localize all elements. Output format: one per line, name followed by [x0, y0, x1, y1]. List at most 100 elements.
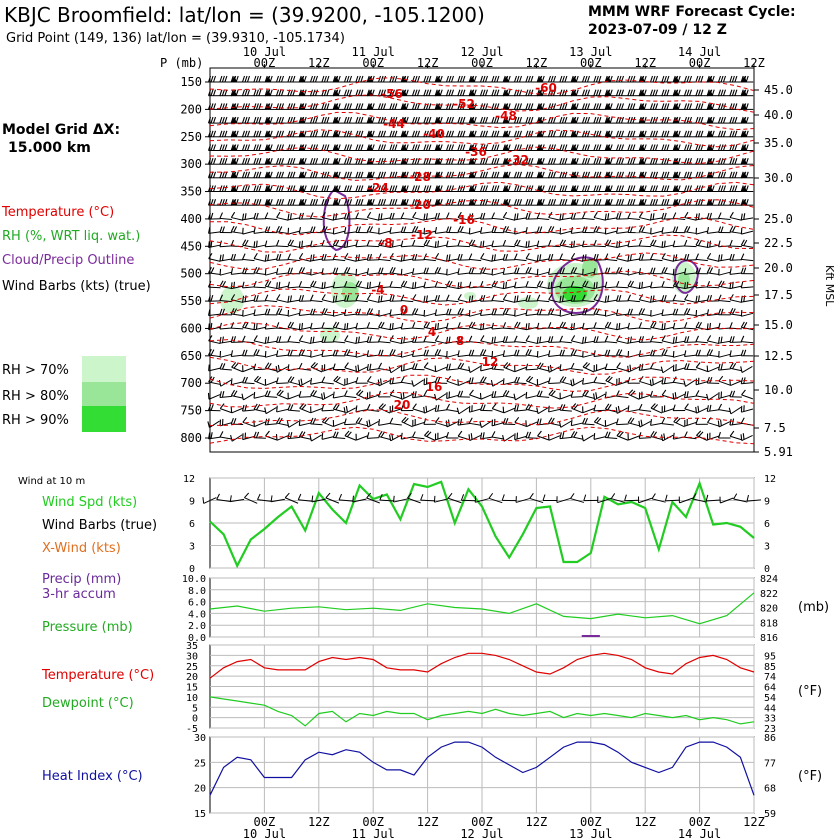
barb-flag: [278, 158, 282, 165]
wind-barb-133: [627, 103, 640, 110]
barb-flag: [700, 75, 704, 83]
barb-flag: [241, 144, 246, 151]
barb-flag: [479, 75, 484, 83]
barb-flag: [380, 75, 384, 83]
wind-barb-53: [264, 89, 278, 97]
barb-flag: [697, 75, 701, 83]
barb-flag: [593, 144, 597, 151]
barb-flag: [275, 158, 280, 165]
barb-flag: [686, 130, 690, 137]
barb-flag: [629, 103, 633, 110]
wind-barb-40: [661, 75, 674, 83]
barb-pennant: [605, 89, 612, 96]
barb-pennant: [537, 103, 544, 110]
barb-pennant: [367, 117, 374, 124]
barb-flag: [326, 75, 330, 83]
wind-barb-229: [627, 130, 640, 138]
barb-flag: [414, 89, 418, 96]
barb-flag: [620, 144, 625, 151]
wind-barb-254: [366, 144, 380, 151]
barb-pennant: [469, 103, 476, 110]
barb-flag: [416, 144, 421, 151]
barb-pennant: [299, 158, 306, 165]
barb-flag: [366, 89, 370, 96]
barb-flag: [382, 130, 387, 137]
barb-flag: [584, 103, 588, 110]
barb-flag: [377, 130, 382, 137]
barb-pennant: [333, 130, 340, 137]
wind-barb-107: [332, 103, 346, 110]
barb-flag: [570, 103, 574, 110]
barb-flag: [661, 75, 665, 83]
barb-pennant: [401, 158, 408, 165]
wind-barb-265: [491, 144, 504, 151]
barb-flag: [428, 75, 432, 83]
wind-barb-251: [332, 144, 346, 151]
wind-barb-59: [332, 89, 346, 97]
barb-flag: [731, 130, 735, 137]
barb-flag: [547, 103, 552, 110]
barb-flag: [355, 75, 359, 83]
barb-flag: [717, 144, 722, 151]
barb-flag: [496, 89, 500, 96]
wind-barb-257: [400, 144, 414, 151]
wind-barb-228: [615, 130, 629, 138]
wind-barb-117: [445, 103, 459, 110]
barb-flag: [258, 89, 262, 96]
barb-flag: [210, 103, 214, 110]
barb-flag: [258, 130, 262, 137]
barb-flag: [666, 144, 670, 151]
wind-barb-219: [513, 130, 527, 138]
barb-flag: [559, 116, 563, 124]
barb-flag: [598, 75, 602, 83]
barb-flag: [391, 75, 395, 83]
grid-point-subtitle: Grid Point (149, 136) lat/lon = (39.9310…: [6, 31, 345, 46]
barb-flag: [275, 89, 280, 96]
wind-barb-101: [264, 103, 278, 110]
barb-pennant: [469, 117, 476, 124]
wind-barb-206: [366, 130, 380, 138]
barb-flag: [357, 89, 361, 96]
wind-barb-152: [298, 116, 312, 124]
barb-flag: [493, 89, 497, 96]
barb-flag: [593, 75, 597, 83]
barb-flag: [627, 89, 631, 96]
barb-pennant: [333, 89, 340, 96]
barb-flag: [275, 130, 280, 137]
barb-flag: [618, 89, 622, 96]
wind-barb-25: [491, 75, 504, 83]
barb-flag: [496, 144, 500, 151]
barb-pennant: [571, 158, 578, 165]
legend-rh90: RH > 90%: [2, 413, 69, 428]
wind-barb-315: [513, 158, 527, 165]
wind-barb-119: [468, 103, 482, 110]
wind-barb-266: [502, 144, 516, 151]
barb-flag: [663, 144, 667, 151]
barb-flag: [615, 116, 620, 124]
barb-pennant: [435, 76, 442, 82]
barb-flag: [632, 89, 636, 96]
barb-flag: [255, 89, 259, 96]
barb-flag: [697, 103, 701, 110]
barb-flag: [360, 75, 364, 83]
barb-pennant: [537, 144, 544, 151]
wind-barb-147: [241, 116, 255, 124]
barb-flag: [355, 116, 359, 124]
barb-flag: [740, 144, 744, 151]
wind-barb-33: [581, 75, 595, 83]
wind-barb-270: [547, 144, 561, 151]
barb-flag: [326, 89, 330, 96]
wind-barb-214: [457, 130, 470, 138]
barb-flag: [527, 144, 531, 151]
barb-flag: [323, 75, 327, 83]
barb-flag: [695, 116, 699, 124]
barb-flag: [652, 103, 656, 110]
barb-flag: [348, 116, 353, 124]
wind-barb-305: [400, 158, 414, 165]
barb-flag: [661, 144, 665, 151]
wind-barb-245: [264, 144, 278, 151]
wind-barb-87: [649, 89, 663, 97]
barb-flag: [632, 103, 636, 110]
barb-flag: [518, 89, 523, 96]
barb-flag: [536, 130, 540, 137]
